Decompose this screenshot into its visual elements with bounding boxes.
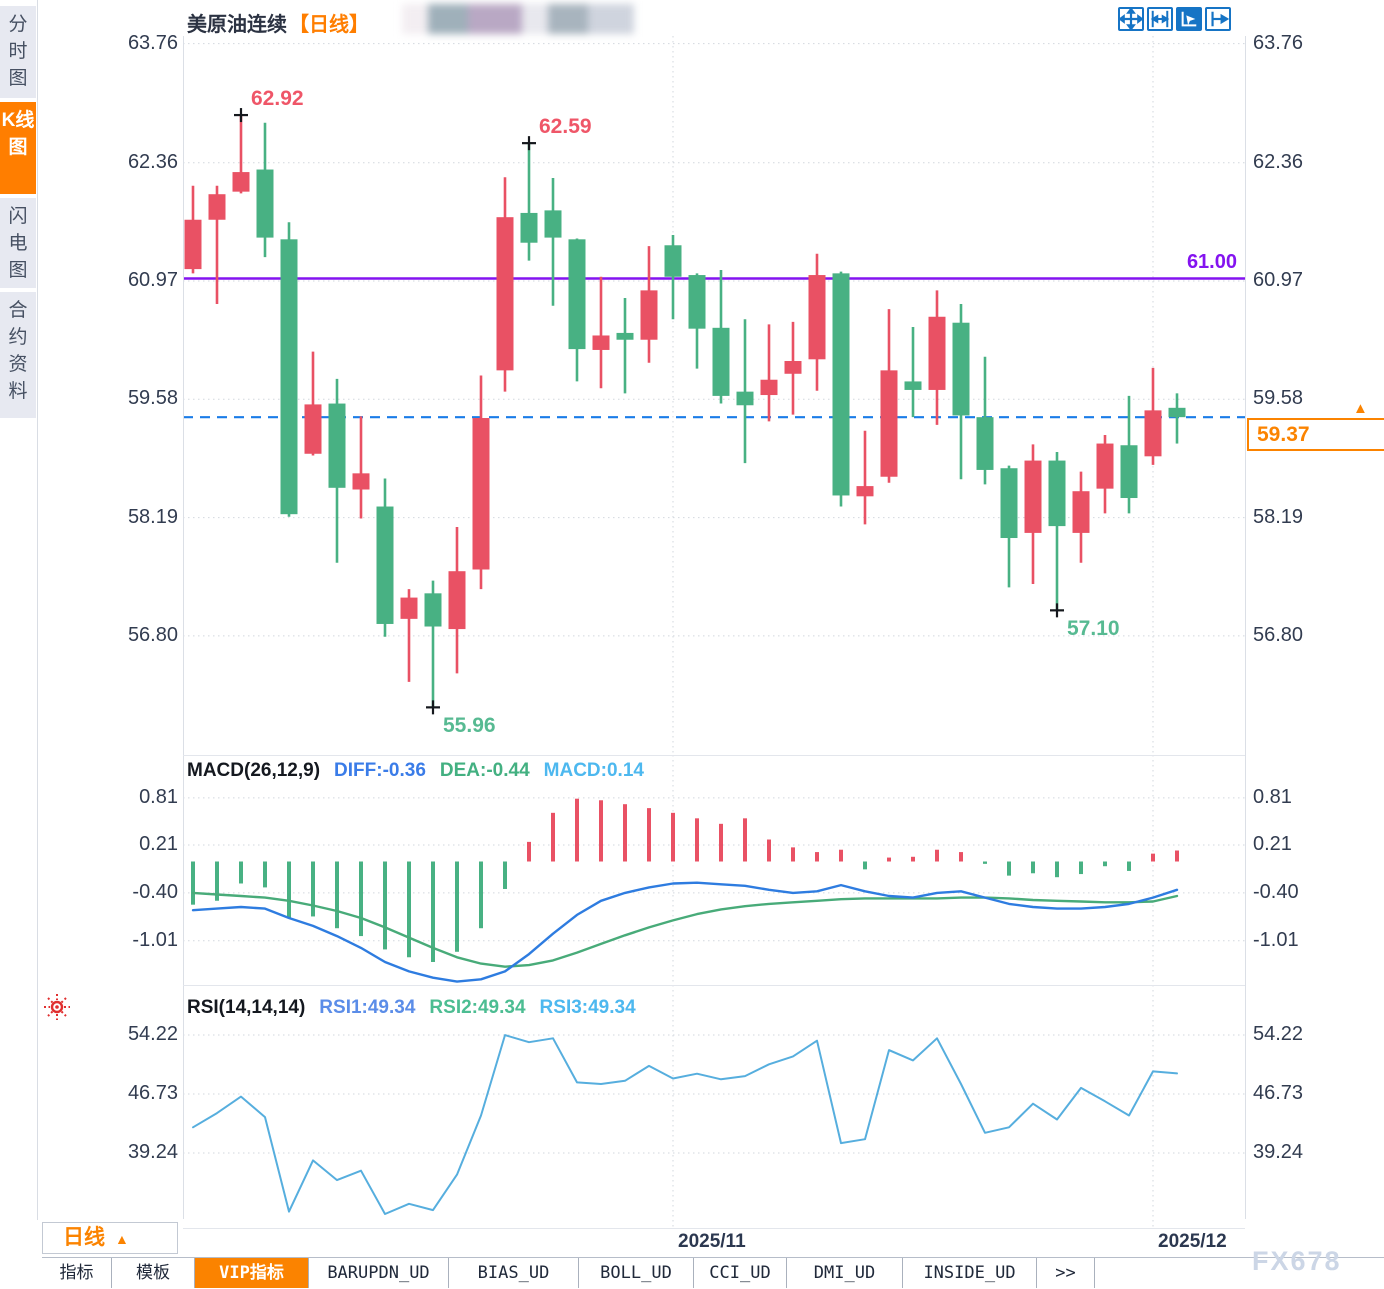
price-axis-tick-right: 56.80 [1253, 623, 1304, 646]
price-axis-tick-left: 58.19 [127, 505, 178, 528]
blur-block [548, 4, 588, 34]
move-crosshair-icon[interactable] [1118, 7, 1144, 31]
period-selector-label: 日线 [63, 1226, 105, 1249]
sidebar-item-2[interactable]: K线图 [0, 102, 36, 194]
blur-block [468, 4, 522, 34]
price-axis-tick-right: 59.58 [1253, 387, 1304, 410]
rsi1-value: RSI1:49.34 [319, 997, 416, 1018]
axis-scale-icon[interactable] [1147, 7, 1173, 31]
macd-axis-tick-right: 0.21 [1253, 833, 1292, 855]
rsi-axis-tick-left: 54.22 [127, 1022, 178, 1045]
price-axis-tick-right: 58.19 [1253, 505, 1304, 528]
candlestick-pane[interactable] [183, 36, 1245, 755]
panel-border [1245, 36, 1246, 1219]
rsi-header: RSI(14,14,14) RSI1:49.34 RSI2:49.34 RSI3:49… [187, 997, 650, 1019]
symbol-name: 美原油连续 [187, 14, 287, 36]
price-axis-tick-left: 59.58 [127, 387, 178, 410]
price-axis-tick-right: 63.76 [1253, 31, 1304, 54]
sidebar-item-1[interactable]: 分时图 [0, 6, 36, 98]
blur-block [402, 4, 428, 34]
panel-separator [183, 985, 1245, 986]
panel-separator [183, 755, 1245, 756]
price-annotation-57.10: 57.10 [1067, 617, 1120, 641]
rsi-axis-tick-right: 54.22 [1253, 1022, 1304, 1045]
chart-title: 美原油连续 【日线】 [187, 8, 369, 37]
rsi-axis-tick-left: 46.73 [127, 1082, 178, 1104]
price-up-arrow-icon: ▲ [1353, 400, 1368, 418]
price-axis-tick-left: 60.97 [127, 269, 178, 291]
macd-axis-tick-left: 0.81 [139, 785, 178, 808]
blurred-region [402, 4, 634, 34]
tab-DMIUD[interactable]: DMI_UD [787, 1258, 903, 1288]
blur-block [522, 4, 548, 34]
price-axis-tick-left: 56.80 [127, 623, 178, 646]
sidebar-item-3[interactable]: 闪电图 [0, 198, 36, 288]
current-price-value: 59.37 [1257, 423, 1310, 447]
price-annotation-55.96: 55.96 [443, 714, 496, 738]
macd-diff-value: DIFF:-0.36 [334, 760, 426, 781]
macd-axis-tick-left: -1.01 [132, 928, 178, 951]
current-price-tag: 59.37 [1247, 418, 1384, 452]
price-axis-tick-right: 62.36 [1253, 150, 1304, 173]
macd-title: MACD(26,12,9) [187, 760, 321, 781]
macd-macd-value: MACD:0.14 [543, 760, 644, 781]
tab-模板[interactable]: 模板 [112, 1258, 195, 1288]
price-axis-tick-left: 63.76 [127, 31, 178, 54]
period-selector-arrow-icon: ▲ [115, 1231, 129, 1247]
rsi-title: RSI(14,14,14) [187, 997, 306, 1018]
time-axis-label-2025-11: 2025/11 [678, 1231, 746, 1252]
macd-axis-tick-left: 0.21 [139, 833, 178, 855]
rsi-axis-tick-left: 39.24 [127, 1141, 178, 1164]
macd-axis-tick-right: -0.40 [1253, 880, 1299, 903]
macd-axis-tick-right: -1.01 [1253, 928, 1299, 951]
rsi3-value: RSI3:49.34 [539, 997, 636, 1018]
rsi-pane[interactable] [183, 985, 1245, 1228]
price-axis-tick-right: 60.97 [1253, 269, 1304, 291]
tab-指标[interactable]: 指标 [42, 1258, 112, 1288]
tab-BARUPDNUD[interactable]: BARUPDN_UD [309, 1258, 449, 1288]
price-axis-tick-left: 62.36 [127, 150, 178, 173]
tab-BIASUD[interactable]: BIAS_UD [449, 1258, 579, 1288]
rsi-axis-tick-right: 46.73 [1253, 1082, 1304, 1104]
panel-border [183, 36, 184, 1219]
macd-axis-tick-right: 0.81 [1253, 785, 1292, 808]
tab-[interactable]: >> [1037, 1258, 1095, 1288]
panel-separator [183, 1228, 1245, 1229]
period-tag: 【日线】 [289, 14, 369, 36]
tab-VIP指标[interactable]: VIP指标 [195, 1258, 309, 1288]
watermark: FX678 [1252, 1246, 1342, 1276]
time-axis-label-2025-12: 2025/12 [1158, 1231, 1227, 1252]
macd-pane[interactable] [183, 755, 1245, 985]
tab-CCIUD[interactable]: CCI_UD [694, 1258, 787, 1288]
period-selector[interactable]: 日线 ▲ [42, 1222, 178, 1254]
pointer-chart-icon[interactable] [1176, 7, 1202, 31]
tab-INSIDEUD[interactable]: INSIDE_UD [903, 1258, 1037, 1288]
macd-header: MACD(26,12,9) DIFF:-0.36 DEA:-0.44 MACD:0.1… [187, 760, 658, 782]
sidebar-item-4[interactable]: 合约资料 [0, 292, 36, 418]
macd-dea-value: DEA:-0.44 [439, 760, 530, 781]
chart-toolbar [1118, 7, 1234, 33]
indicator-settings-icon[interactable] [42, 992, 72, 1022]
blur-block [588, 4, 634, 34]
sidebar: 分时图 K线图闪电图合约资料 [0, 0, 38, 1220]
blur-block [428, 4, 468, 34]
price-annotation-62.59: 62.59 [539, 115, 592, 139]
price-annotation-62.92: 62.92 [251, 87, 304, 111]
rsi-axis-tick-right: 39.24 [1253, 1141, 1304, 1164]
indicator-tabbar: 指标 模板 VIP指标 BARUPDN_UD BIAS_UD BOLL_UD CCI_UD D… [42, 1257, 1384, 1289]
level-line-label: 61.00 [1186, 251, 1237, 274]
macd-axis-tick-left: -0.40 [132, 880, 178, 903]
rsi2-value: RSI2:49.34 [429, 997, 526, 1018]
tab-BOLLUD[interactable]: BOLL_UD [579, 1258, 694, 1288]
pan-right-icon[interactable] [1205, 7, 1231, 31]
